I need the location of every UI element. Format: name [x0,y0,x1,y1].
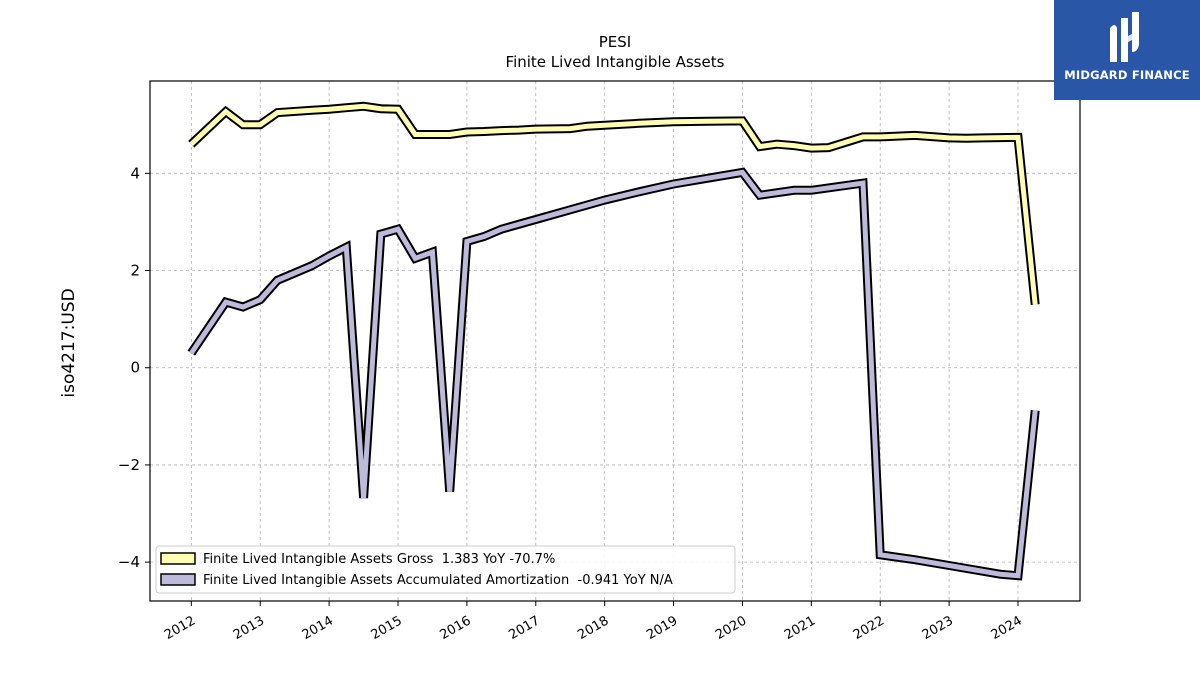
x-tick-label: 2018 [575,613,611,643]
x-tick-label: 2022 [851,613,887,643]
legend: Finite Lived Intangible Assets Gross 1.3… [155,545,736,594]
y-tick-label: 0 [130,359,140,377]
x-tick-label: 2017 [506,613,542,643]
chart-title: PESI [599,33,631,51]
brand-name: MIDGARD FINANCE [1064,68,1190,82]
x-tick-label: 2016 [438,613,474,643]
series-accumulated-amortization-outline [187,167,1040,581]
x-tick-label: 2024 [989,613,1025,643]
legend-swatch-amortization [160,573,196,586]
legend-label-gross: Finite Lived Intangible Assets Gross 1.3… [203,552,555,567]
series-gross-line [189,103,1038,305]
plot-frame [149,80,1081,602]
legend-box [155,545,736,594]
x-tick-label: 2023 [920,613,956,643]
x-tick-label: 2019 [644,613,680,643]
series-layer [187,101,1040,581]
x-tick-label: 2015 [369,613,405,643]
x-tick-label: 2012 [162,613,198,643]
legend-swatch-gross [160,552,196,565]
chart-subtitle: Finite Lived Intangible Assets [506,53,725,71]
x-tick-label: 2014 [300,613,336,643]
y-axis-label: iso4217:USD [59,288,79,397]
y-tick-label: 4 [130,164,140,182]
x-tick-label: 2021 [782,613,818,643]
series-accumulated-amortization-line [189,169,1038,579]
grid [150,81,1080,601]
x-tick-label: 2020 [713,613,749,643]
x-tick-label: 2013 [231,613,267,643]
legend-label-amortization: Finite Lived Intangible Assets Accumulat… [203,573,673,588]
y-tick-label: 2 [130,262,140,280]
y-tick-label: −2 [118,456,140,474]
y-tick-label: −4 [118,553,140,571]
brand-logo: MIDGARD FINANCE [1054,0,1200,100]
midgard-logo-icon [1110,12,1139,62]
